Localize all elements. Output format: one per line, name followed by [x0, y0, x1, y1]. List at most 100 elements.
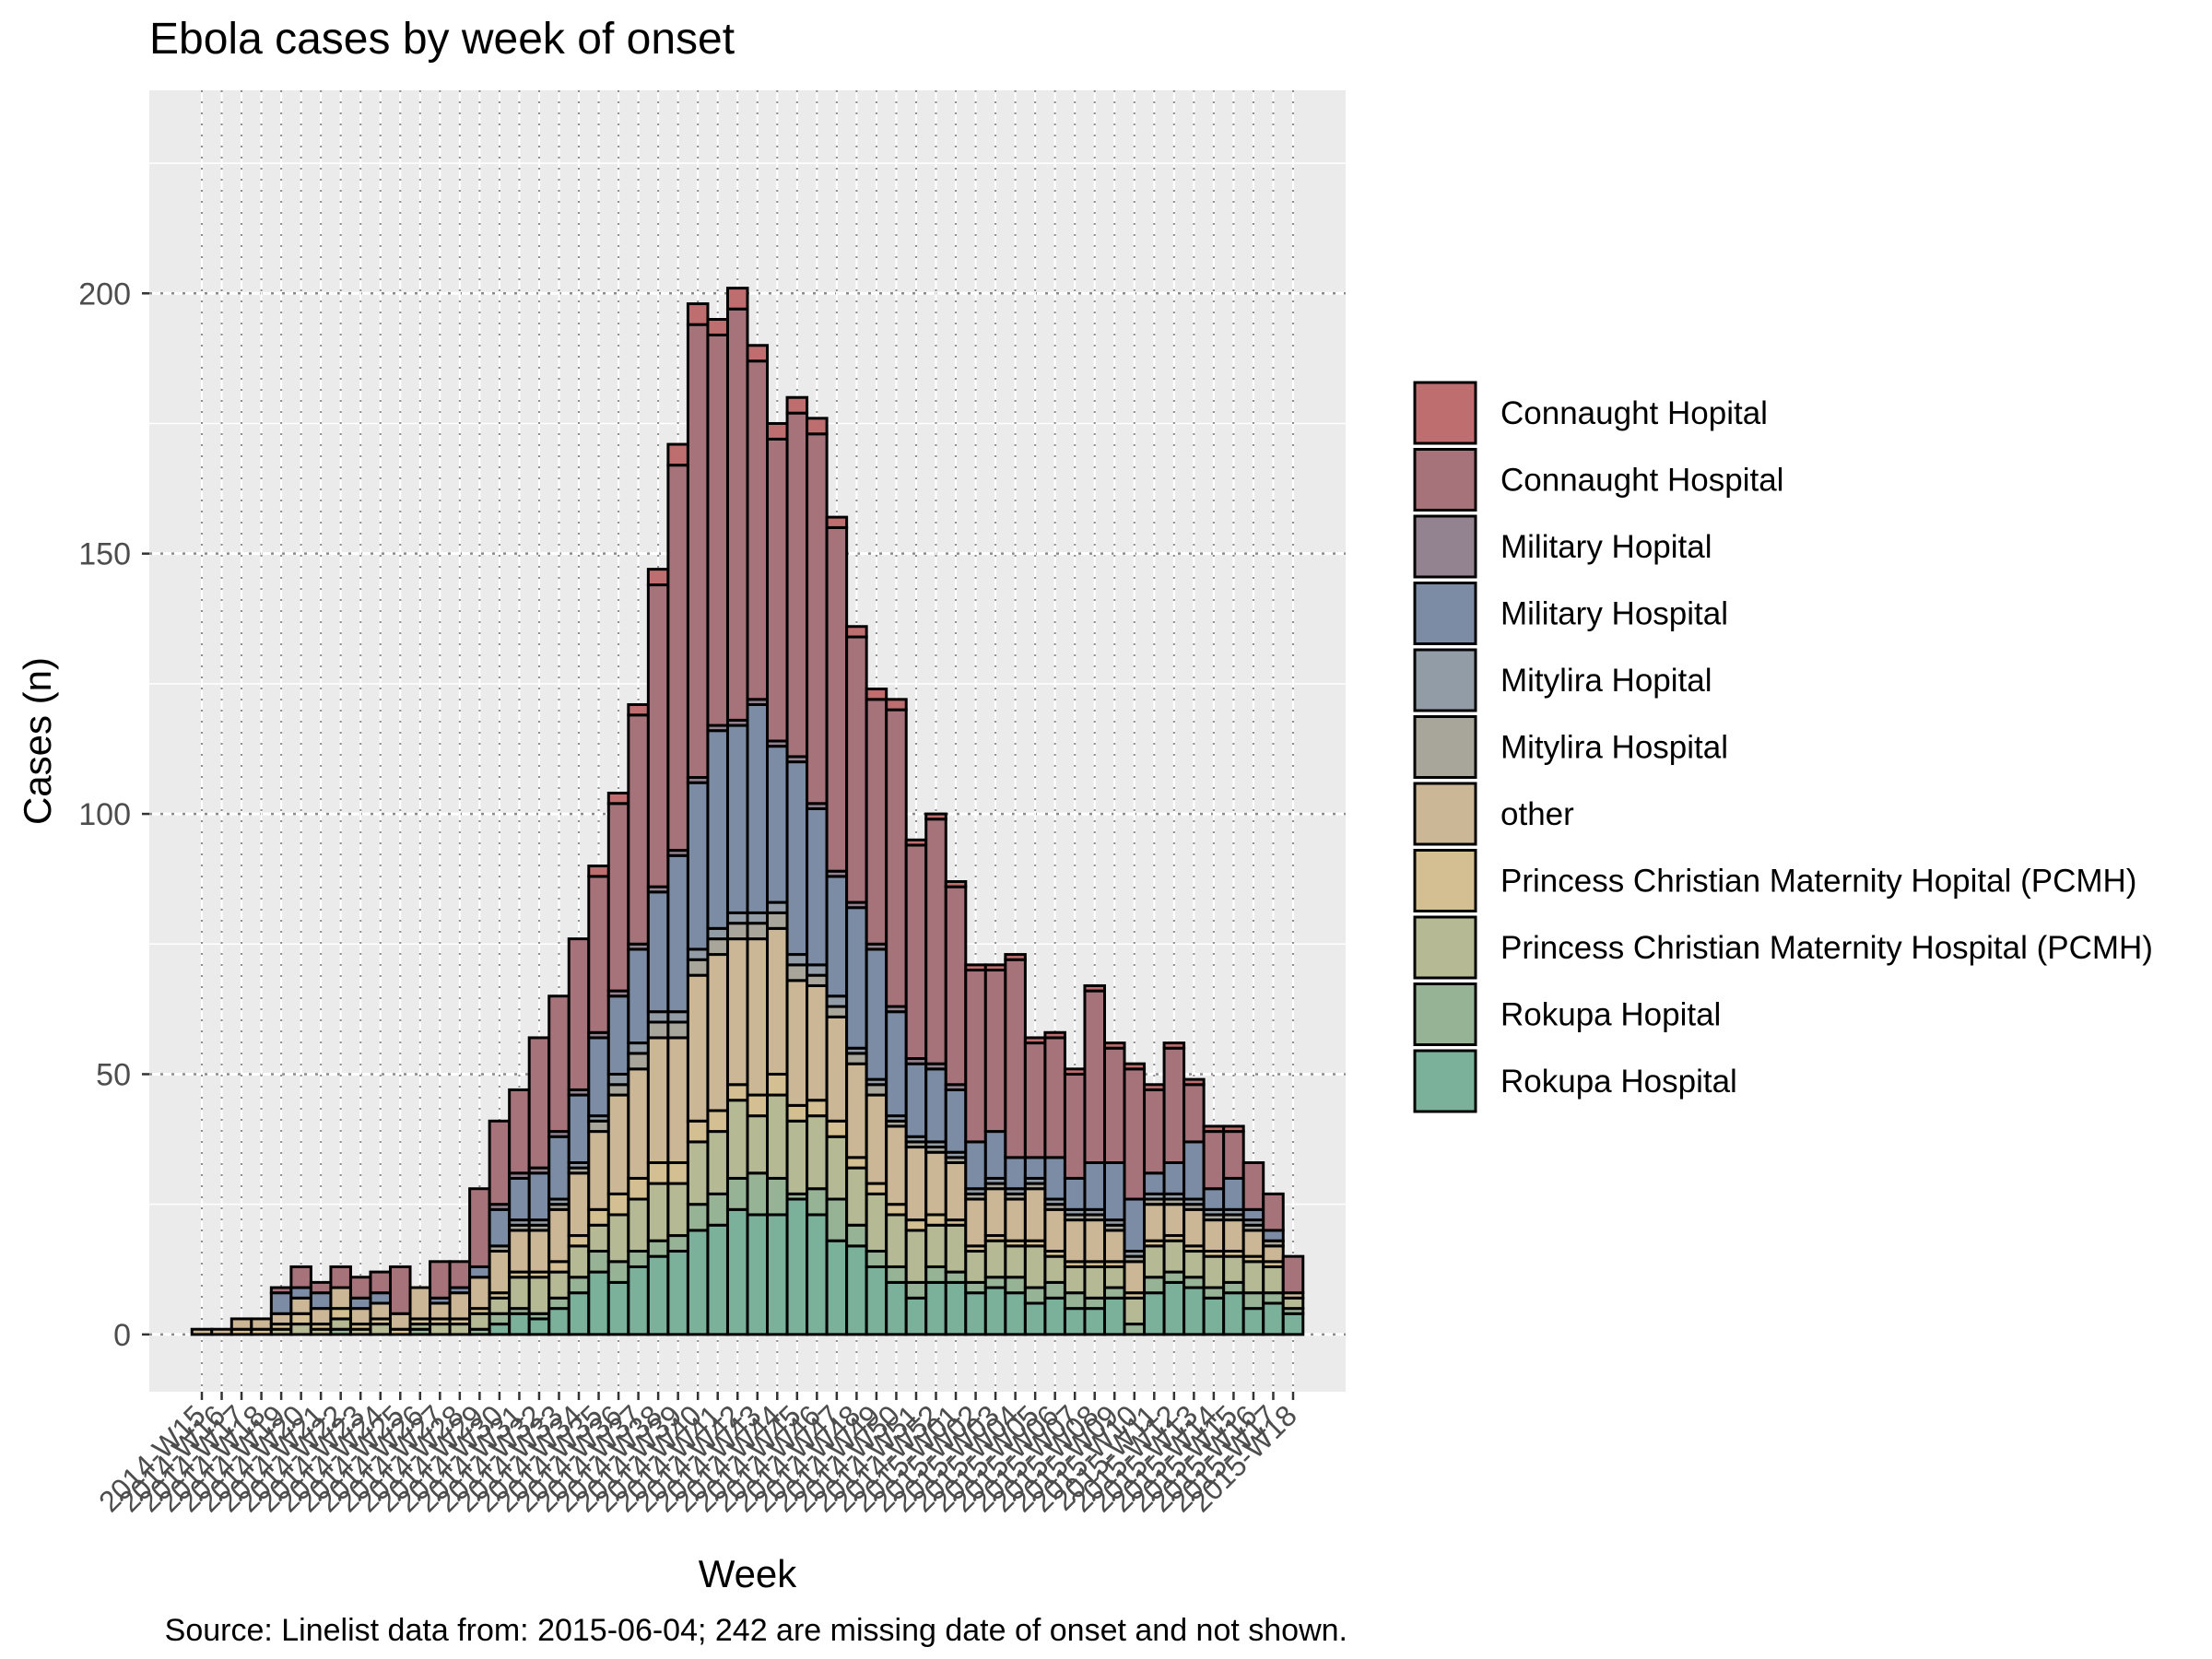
- legend-label: Rokupa Hospital: [1500, 1064, 1737, 1100]
- legend-key: [1413, 782, 1477, 846]
- bar-segment: [1063, 1072, 1087, 1180]
- bar-segment: [964, 969, 987, 1144]
- y-axis: 0 50 100 150 200: [78, 276, 149, 1353]
- bar-segment: [666, 1020, 689, 1040]
- bar-segment: [250, 1317, 273, 1331]
- bar-segment: [845, 906, 868, 1050]
- bar-segment: [468, 1265, 491, 1279]
- bar-segment: [865, 698, 888, 946]
- bar-segment: [1023, 1036, 1047, 1045]
- bar-segment: [369, 1323, 393, 1336]
- bar-segment: [1222, 1124, 1245, 1134]
- bar-segment: [1182, 1140, 1206, 1201]
- bar-segment: [1004, 1156, 1027, 1191]
- bar-segment: [885, 1280, 908, 1336]
- bar-segment: [429, 1301, 452, 1321]
- bar-segment: [527, 1036, 551, 1170]
- bar-segment: [1023, 1286, 1047, 1305]
- bar-segment: [686, 781, 710, 951]
- legend-label: Princess Christian Maternity Hospital (P…: [1500, 930, 2153, 966]
- bar-segment: [964, 1197, 987, 1248]
- bar-segment: [1063, 1176, 1087, 1211]
- bar-segment: [924, 1150, 947, 1217]
- bar-segment: [488, 1323, 512, 1336]
- x-axis: 2014-W152014-W162014-W172014-W182014-W19…: [92, 1392, 1303, 1518]
- legend-key: [1413, 1049, 1477, 1113]
- bar-segment: [1043, 1030, 1066, 1040]
- bar-segment: [1023, 1187, 1047, 1242]
- bar-segment: [289, 1312, 312, 1326]
- bar-segment: [408, 1286, 432, 1321]
- legend-key: [1413, 715, 1477, 779]
- bar-segment: [885, 698, 908, 712]
- bar-segment: [666, 1250, 689, 1336]
- bar-segment: [766, 1072, 789, 1097]
- bar-segment: [964, 1250, 987, 1284]
- legend-key: [1413, 849, 1477, 912]
- bar-segment: [746, 1171, 770, 1217]
- bar-segment: [904, 1146, 928, 1222]
- bar-segment: [686, 1203, 710, 1232]
- bar-segment: [706, 1223, 729, 1336]
- bar-segment: [1083, 1265, 1106, 1300]
- bar-segment: [725, 911, 749, 925]
- bar-segment: [468, 1187, 491, 1268]
- bar-segment: [587, 1207, 610, 1227]
- bar-segment: [1202, 1187, 1226, 1211]
- bar-segment: [369, 1270, 393, 1295]
- bar-segment: [706, 937, 729, 957]
- bar-segment: [746, 922, 770, 941]
- bar-segment: [785, 1103, 809, 1123]
- bar-segment: [1202, 1286, 1226, 1300]
- legend-label: Mitylira Hopital: [1500, 663, 1712, 699]
- bar-segment: [825, 1239, 849, 1336]
- legend-label: Military Hopital: [1500, 529, 1712, 565]
- bar-segment: [190, 1327, 214, 1336]
- bar-segment: [924, 1280, 947, 1336]
- bar-segment: [1143, 1276, 1166, 1295]
- bar-segment: [1004, 958, 1027, 1159]
- bar-segment: [488, 1207, 512, 1248]
- bar-segment: [983, 1130, 1007, 1180]
- bar-segment: [845, 625, 868, 639]
- bar-segment: [508, 1312, 531, 1336]
- legend-key: [1413, 582, 1477, 645]
- bar-segment: [845, 1052, 868, 1065]
- bar-segment: [1023, 1301, 1047, 1336]
- bar-segment: [627, 1265, 650, 1336]
- bar-segment: [825, 1135, 849, 1201]
- bar-segment: [825, 515, 849, 529]
- bar-segment: [1162, 1270, 1186, 1284]
- bar-segment: [746, 344, 770, 363]
- bar-segment: [1162, 1239, 1186, 1274]
- bar-segment: [746, 702, 770, 914]
- bar-segment: [606, 1280, 630, 1336]
- bar-segment: [1262, 1291, 1285, 1305]
- bar-segment: [865, 1192, 888, 1253]
- bar-segment: [348, 1307, 372, 1326]
- bar-segment: [1202, 1218, 1226, 1253]
- bar-segment: [606, 1192, 630, 1217]
- bar-segment: [1083, 1307, 1106, 1336]
- y-tick-label: 50: [96, 1057, 131, 1092]
- bar-segment: [1202, 1124, 1226, 1134]
- bar-segment: [1083, 1296, 1106, 1311]
- bar-segment: [488, 1312, 512, 1326]
- bar-segment: [348, 1296, 372, 1311]
- y-tick-label: 100: [78, 797, 131, 832]
- bar-segment: [269, 1291, 293, 1315]
- bar-segment: [785, 395, 809, 415]
- bar-segment: [806, 973, 829, 987]
- bar-segment: [1241, 1160, 1265, 1211]
- bar-segment: [646, 1254, 670, 1336]
- bar-segment: [983, 1286, 1007, 1336]
- bar-segment: [766, 900, 789, 914]
- y-axis-title: Cases (n): [16, 657, 59, 825]
- bar-segment: [806, 806, 829, 967]
- bar-segment: [1262, 1244, 1285, 1264]
- bar-segment: [1281, 1296, 1305, 1311]
- bar-segment: [627, 1041, 650, 1055]
- bar-segment: [606, 1083, 630, 1097]
- bar-segment: [369, 1291, 393, 1305]
